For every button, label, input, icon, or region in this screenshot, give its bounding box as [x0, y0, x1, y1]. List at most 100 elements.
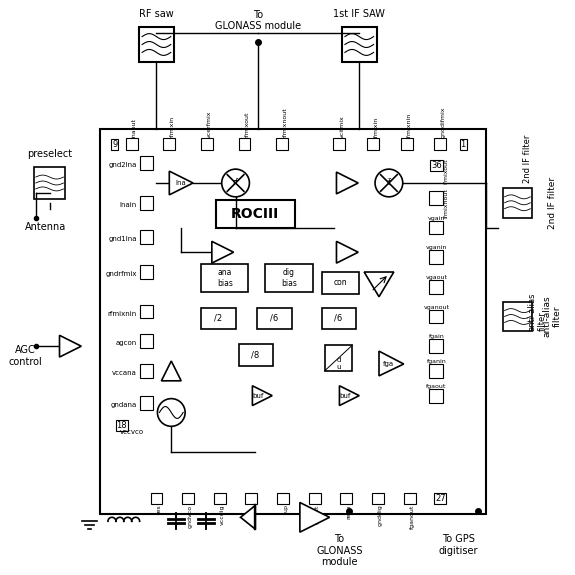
Text: vcifmix: vcifmix [339, 116, 344, 139]
Text: RF saw: RF saw [139, 9, 174, 19]
Bar [214, 493, 225, 504]
Text: gnddifmix: gnddifmix [440, 107, 445, 139]
Text: ifmixnin: ifmixnin [407, 113, 412, 139]
Text: To GPS
digitiser: To GPS digitiser [438, 534, 478, 555]
Bar [503, 302, 532, 331]
Text: Antenna: Antenna [25, 223, 66, 232]
Text: anti-alias
filter: anti-alias filter [542, 296, 562, 338]
Text: d: d [336, 357, 340, 363]
Bar [367, 139, 379, 150]
Text: /6: /6 [270, 314, 278, 323]
Text: gndana: gndana [110, 401, 137, 408]
Text: gnd1lna: gnd1lna [108, 236, 137, 243]
Text: u: u [336, 364, 341, 370]
Text: down: down [251, 504, 256, 522]
Bar [140, 265, 154, 279]
Text: res: res [156, 504, 162, 514]
Bar [139, 27, 174, 62]
Bar [430, 191, 443, 205]
Text: 1: 1 [461, 140, 466, 149]
Bar [140, 196, 154, 210]
Text: agcon: agcon [116, 340, 137, 346]
Bar [140, 334, 154, 348]
Bar [434, 139, 446, 150]
Polygon shape [339, 386, 359, 405]
Text: 1st IF SAW: 1st IF SAW [334, 9, 385, 19]
Text: gndvco: gndvco [188, 504, 193, 528]
Bar [140, 396, 154, 409]
Text: ana
bias: ana bias [217, 269, 233, 288]
Text: vccana: vccana [112, 370, 137, 376]
Circle shape [375, 169, 402, 197]
Bar [100, 129, 486, 515]
Text: AGC
control: AGC control [8, 345, 42, 367]
Text: 2nd IF filter: 2nd IF filter [523, 135, 532, 183]
Text: rfmixnout: rfmixnout [282, 108, 287, 139]
Text: refin: refin [346, 504, 351, 519]
Bar [372, 493, 384, 504]
Text: anti-alias
filter: anti-alias filter [527, 292, 547, 331]
Bar [201, 264, 248, 292]
Text: rfmixout: rfmixout [244, 112, 250, 139]
Text: vccvco: vccvco [120, 430, 144, 435]
Bar [430, 250, 443, 264]
Polygon shape [240, 505, 255, 529]
Polygon shape [379, 351, 404, 376]
Text: rf: rf [232, 178, 239, 187]
Bar [140, 231, 154, 244]
Polygon shape [162, 361, 181, 381]
Bar [430, 280, 443, 294]
Bar [201, 308, 236, 329]
Text: glsout: glsout [315, 504, 320, 524]
Text: ifmixout: ifmixout [443, 158, 448, 184]
Text: fga: fga [384, 361, 394, 367]
Bar [182, 493, 194, 504]
Bar [239, 344, 273, 366]
Bar [342, 27, 377, 62]
Bar [430, 364, 443, 378]
Text: ifmixnout: ifmixnout [443, 188, 448, 218]
Bar [340, 493, 352, 504]
Bar [321, 308, 356, 329]
Text: ifmixin: ifmixin [373, 117, 378, 139]
Text: preselect: preselect [27, 150, 72, 159]
Text: 9: 9 [112, 140, 117, 149]
Bar [140, 364, 154, 378]
Text: con: con [334, 278, 347, 288]
Text: fganout: fganout [409, 504, 415, 529]
Bar [216, 200, 295, 228]
Polygon shape [252, 386, 272, 405]
Bar [503, 188, 532, 217]
Text: To
GLONASS module: To GLONASS module [215, 10, 301, 32]
Bar [34, 167, 66, 199]
Bar [430, 221, 443, 235]
Text: buf: buf [252, 393, 264, 398]
Text: lnain: lnain [120, 202, 137, 208]
Text: 18: 18 [117, 421, 127, 430]
Bar [276, 139, 288, 150]
Bar [151, 493, 162, 504]
Bar [246, 493, 258, 504]
Bar [258, 308, 292, 329]
Bar [140, 305, 154, 319]
Text: /8: /8 [251, 351, 259, 359]
Text: up: up [283, 504, 288, 512]
Polygon shape [212, 242, 233, 263]
Text: vgain: vgain [428, 216, 445, 221]
Bar [239, 139, 250, 150]
Text: rfmixin: rfmixin [169, 116, 174, 139]
Bar [163, 139, 175, 150]
Text: vganin: vganin [426, 246, 447, 250]
Text: buf: buf [340, 393, 351, 398]
Text: ROCIII: ROCIII [231, 206, 279, 221]
Text: dig
bias: dig bias [281, 269, 297, 288]
Text: gnd2lna: gnd2lna [108, 162, 137, 168]
Text: /2: /2 [214, 314, 222, 323]
Bar [126, 139, 137, 150]
Bar [321, 272, 359, 294]
Text: fganin: fganin [427, 359, 446, 364]
Polygon shape [364, 272, 394, 297]
Text: vganout: vganout [423, 305, 450, 309]
Polygon shape [59, 335, 81, 357]
Text: gnddig: gnddig [378, 504, 383, 526]
